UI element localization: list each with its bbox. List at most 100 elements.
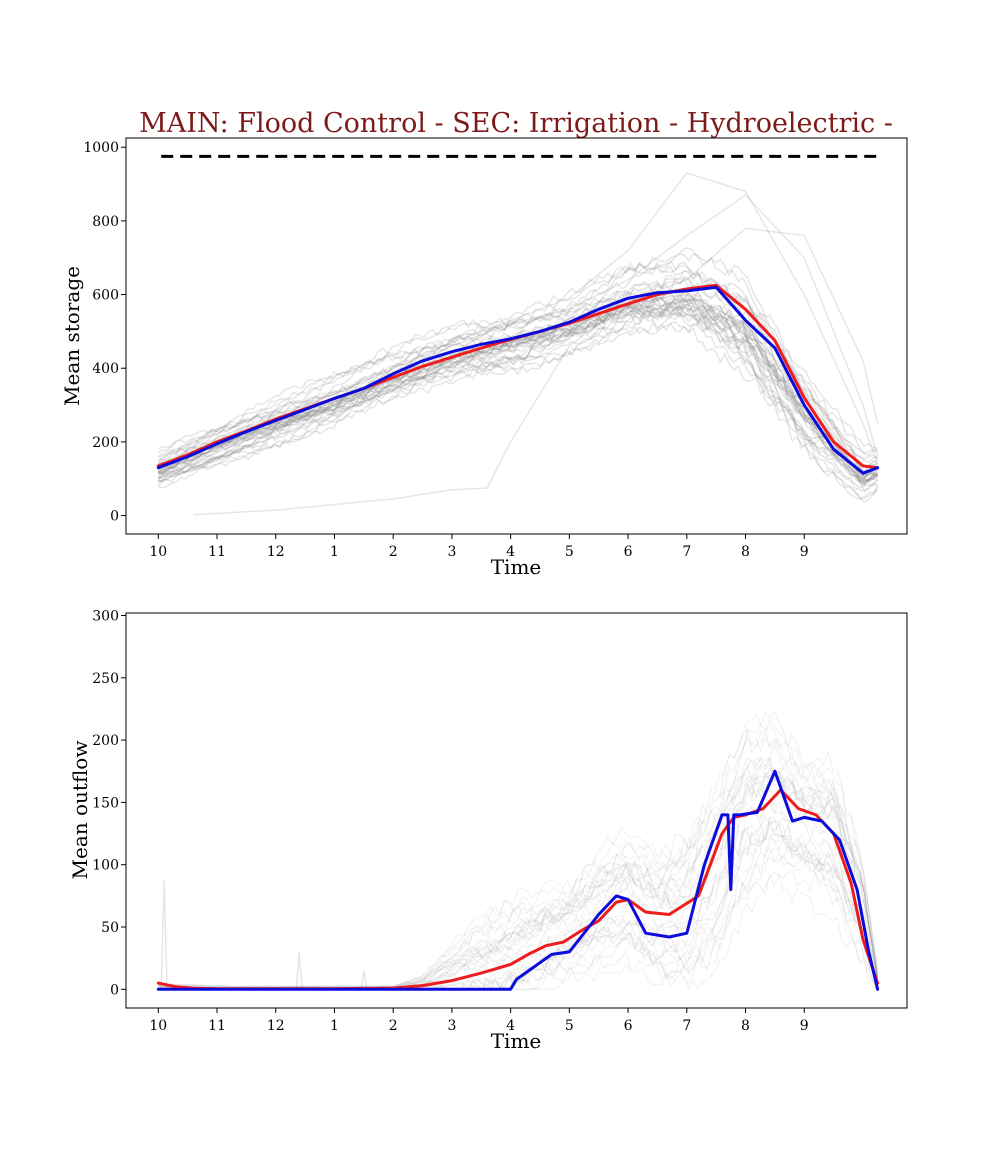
outflow-ensemble-trace	[158, 756, 879, 989]
storage-x-tick-label: 11	[208, 544, 226, 560]
outflow-y-tick-label: 150	[92, 795, 119, 811]
storage-ensemble-trace	[158, 304, 879, 499]
storage-ensemble-trace	[158, 277, 878, 473]
outflow-x-tick-label: 5	[565, 1018, 574, 1034]
storage-y-axis: 0 200 400 600 800 1000	[83, 140, 126, 525]
storage-x-tick-label: 1	[330, 544, 339, 560]
outflow-ensemble	[158, 710, 879, 991]
storage-y-tick-label: 600	[92, 288, 119, 304]
storage-ensemble-trace	[157, 194, 879, 480]
storage-y-tick-label: 800	[92, 214, 119, 230]
storage-ensemble-trace	[158, 304, 879, 484]
outflow-ensemble-spike	[360, 970, 368, 990]
storage-plot-frame	[125, 137, 908, 535]
storage-x-axis: 10 11 12 1 2 3 4 5 6 7 8 9	[149, 534, 809, 560]
storage-ensemble-trace	[157, 247, 879, 461]
outflow-y-tick-label: 250	[92, 671, 119, 687]
storage-y-tick-label: 1000	[83, 140, 119, 156]
outflow-mean-series	[156, 769, 880, 991]
storage-ensemble-trace	[158, 306, 879, 500]
outflow-ensemble-trace	[158, 774, 879, 990]
outflow-x-tick-label: 6	[624, 1018, 633, 1034]
storage-x-tick-label: 4	[506, 544, 515, 560]
outflow-y-tick-label: 50	[101, 920, 119, 936]
outflow-x-tick-label: 1	[330, 1018, 339, 1034]
outflow-ensemble-trace	[158, 783, 879, 990]
storage-x-tick-label: 2	[389, 544, 398, 560]
storage-ensemble-trace	[157, 288, 878, 476]
outflow-ensemble-spike	[295, 951, 303, 990]
storage-x-tick-label: 6	[624, 544, 633, 560]
storage-y-axis-label: Mean storage	[60, 266, 84, 406]
storage-ensemble-trace	[158, 307, 879, 484]
outflow-ensemble-trace	[158, 764, 879, 990]
figure-title: MAIN: Flood Control - SEC: Irrigation - …	[139, 108, 893, 139]
storage-ensemble-trace	[157, 301, 878, 482]
outflow-ensemble-trace	[158, 868, 879, 991]
outflow-ensemble-trace	[158, 743, 879, 989]
storage-ensemble-trace	[157, 297, 879, 479]
outflow-x-tick-label: 12	[267, 1018, 285, 1034]
storage-x-tick-label: 10	[149, 544, 167, 560]
outflow-x-tick-label: 9	[800, 1018, 809, 1034]
outflow-x-axis: 10 11 12 1 2 3 4 5 6 7 8 9	[149, 1008, 809, 1034]
outflow-ensemble-trace	[158, 770, 879, 990]
outflow-ensemble-trace	[158, 710, 879, 989]
storage-x-tick-label: 3	[447, 544, 456, 560]
storage-ensemble-trace	[158, 292, 878, 478]
storage-ensemble-trace	[158, 301, 878, 485]
outflow-y-axis-label: Mean outflow	[68, 741, 92, 880]
outflow-y-axis: 0 50 100 150 200 250 300	[92, 608, 126, 998]
storage-ensemble-trace	[158, 296, 878, 482]
storage-ensemble-trace	[157, 172, 879, 465]
storage-y-tick-label: 400	[92, 361, 119, 377]
outflow-ensemble-trace	[158, 816, 879, 991]
outflow-ensemble-trace	[158, 815, 879, 990]
storage-x-tick-label: 5	[565, 544, 574, 560]
outflow-ensemble-trace	[158, 817, 879, 990]
storage-x-tick-label: 7	[682, 544, 691, 560]
storage-ensemble-trace	[158, 227, 879, 484]
outflow-mean-blue-line	[156, 769, 880, 991]
storage-x-tick-label: 9	[800, 544, 809, 560]
storage-ensemble-trace	[158, 312, 878, 489]
outflow-x-tick-label: 3	[447, 1018, 456, 1034]
storage-ensemble-trace	[157, 322, 878, 492]
storage-y-tick-label: 200	[92, 435, 119, 451]
outflow-ensemble-trace	[158, 832, 879, 991]
storage-ensemble-trace	[157, 293, 878, 485]
outflow-x-tick-label: 4	[506, 1018, 515, 1034]
storage-ensemble-trace	[158, 302, 879, 489]
outflow-ensemble-trace	[158, 830, 878, 990]
storage-ensemble-trace	[193, 293, 878, 516]
storage-ensemble-trace	[157, 313, 879, 504]
outflow-ensemble-spike	[160, 879, 168, 990]
outflow-ensemble-trace	[158, 718, 879, 989]
storage-ensemble-trace	[157, 297, 878, 478]
storage-ensemble-trace	[157, 304, 879, 484]
outflow-x-tick-label: 10	[149, 1018, 167, 1034]
outflow-y-tick-label: 200	[92, 733, 119, 749]
outflow-x-axis-label: Time	[491, 1029, 542, 1053]
outflow-y-tick-label: 100	[92, 858, 119, 874]
outflow-x-tick-label: 8	[741, 1018, 750, 1034]
storage-x-tick-label: 12	[267, 544, 285, 560]
outflow-x-tick-label: 2	[389, 1018, 398, 1034]
outflow-y-tick-label: 0	[110, 982, 119, 998]
storage-x-axis-label: Time	[491, 555, 542, 579]
storage-ensemble	[157, 172, 879, 516]
outflow-x-tick-label: 11	[208, 1018, 226, 1034]
storage-ensemble-trace	[157, 294, 878, 482]
storage-ensemble-trace	[157, 309, 879, 487]
storage-ensemble-trace	[158, 261, 878, 461]
storage-ensemble-trace	[157, 303, 878, 493]
outflow-y-tick-label: 300	[92, 608, 119, 624]
outflow-plot-frame	[125, 612, 908, 1009]
storage-ensemble-trace	[157, 303, 878, 487]
storage-x-tick-label: 8	[741, 544, 750, 560]
storage-mean-blue-line	[156, 285, 880, 475]
storage-y-tick-label: 0	[110, 509, 119, 525]
